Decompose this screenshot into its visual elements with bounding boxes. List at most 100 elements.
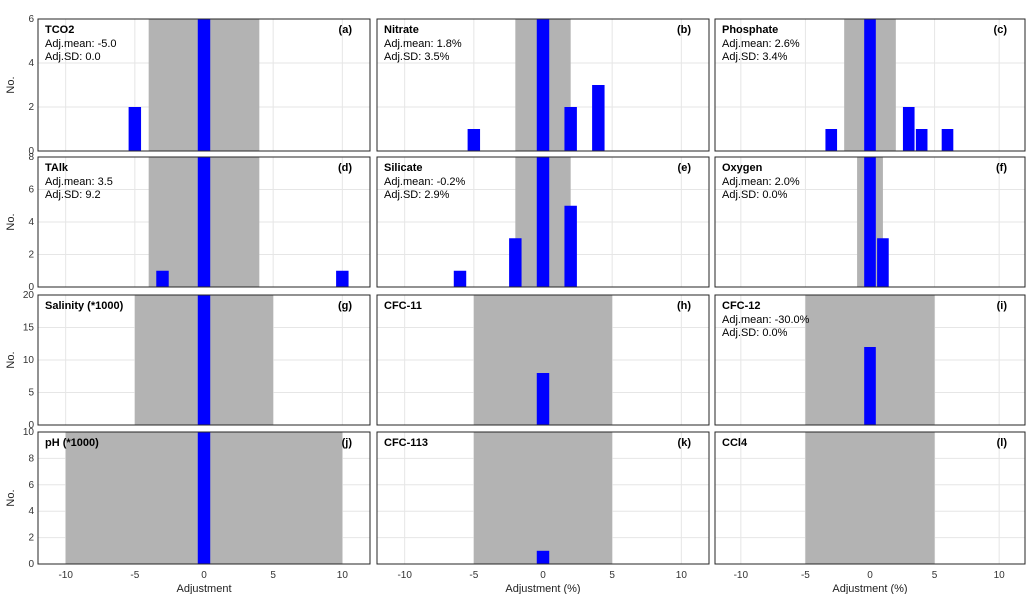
- panel-g-ylabel: No.: [5, 351, 17, 368]
- panel-l-xtick-label: 5: [932, 570, 938, 581]
- panel-k-bar: [536, 550, 550, 564]
- panel-a-bar: [197, 19, 211, 151]
- panel-l-xtick-label: -5: [801, 570, 810, 581]
- panel-j-frame: [37, 431, 371, 565]
- panel-f-stat: Adj.SD: 0.0%: [722, 189, 788, 201]
- panel-c-frame: [714, 18, 1026, 152]
- panel-g-ytick-label: 15: [23, 323, 35, 334]
- panel-e-label: (e): [678, 162, 692, 174]
- panel-d-ytick-label: 6: [28, 185, 34, 196]
- panel-j-ytick-label: 10: [23, 427, 35, 438]
- panel-e-bar: [453, 270, 467, 287]
- panel-c-title: Phosphate: [722, 24, 778, 36]
- panel-c-stat: Adj.SD: 3.4%: [722, 51, 788, 63]
- panel-j-ytick-label: 6: [28, 480, 34, 491]
- panel-d-title: TAlk: [45, 162, 69, 174]
- panel-l-frame: [714, 431, 1026, 565]
- panel-k-xtick-label: -10: [397, 570, 412, 581]
- panel-e-title: Silicate: [384, 162, 423, 174]
- panel-j-ytick-label: 4: [28, 506, 34, 517]
- panel-a-ytick-label: 4: [28, 58, 34, 69]
- panel-g-label: (g): [338, 300, 352, 312]
- panel-e-bar: [536, 157, 550, 287]
- panel-i-label: (i): [997, 300, 1008, 312]
- panel-b-bar: [592, 85, 605, 151]
- panel-c-bar: [902, 107, 915, 151]
- panel-k-xtick-label: 0: [540, 570, 546, 581]
- panel-d-stat: Adj.mean: 3.5: [45, 176, 113, 188]
- panel-k-label: (k): [678, 437, 692, 449]
- panel-k-xlabel: Adjustment (%): [505, 583, 580, 594]
- panel-f-bar: [877, 238, 889, 287]
- panel-e-stat: Adj.mean: -0.2%: [384, 176, 466, 188]
- panel-i-frame: [714, 294, 1026, 426]
- panel-d-bar: [197, 157, 211, 287]
- panel-b-frame: [376, 18, 710, 152]
- panel-i-bar: [864, 347, 876, 425]
- panel-g-title: Salinity (*1000): [45, 300, 124, 312]
- panel-b-stat: Adj.SD: 3.5%: [384, 51, 450, 63]
- panel-j-ytick-label: 0: [28, 559, 34, 570]
- panel-f-label: (f): [996, 162, 1007, 174]
- panel-j-xtick-label: -5: [130, 570, 139, 581]
- panel-b-bar: [467, 129, 481, 151]
- panel-c-bar: [864, 19, 876, 151]
- panel-a-stat: Adj.SD: 0.0: [45, 51, 101, 63]
- panel-h-frame: [376, 294, 710, 426]
- panel-d-stat: Adj.SD: 9.2: [45, 189, 101, 201]
- panel-j-ytick-label: 2: [28, 533, 34, 544]
- panel-l-label: (l): [997, 437, 1008, 449]
- panel-i-title: CFC-12: [722, 300, 761, 312]
- panel-k-xtick-label: 5: [609, 570, 615, 581]
- panel-j-label: (j): [342, 437, 353, 449]
- panel-e-stat: Adj.SD: 2.9%: [384, 189, 450, 201]
- panel-c-bar: [825, 129, 838, 151]
- panel-c-bar: [915, 129, 928, 151]
- panel-d-ytick-label: 4: [28, 217, 34, 228]
- panel-k-frame: [376, 431, 710, 565]
- panel-c-stat: Adj.mean: 2.6%: [722, 38, 800, 50]
- panel-b-bar: [536, 19, 550, 151]
- panel-j-xtick-label: -10: [58, 570, 73, 581]
- panel-j-title: pH (*1000): [45, 437, 99, 449]
- panel-g-ytick-label: 0: [28, 420, 34, 431]
- panel-i-stat: Adj.mean: -30.0%: [722, 314, 810, 326]
- panel-a-bar: [128, 107, 142, 151]
- panel-d-bar: [336, 270, 349, 287]
- panel-b-stat: Adj.mean: 1.8%: [384, 38, 462, 50]
- panel-j-xtick-label: 5: [270, 570, 276, 581]
- panel-a-ytick-label: 2: [28, 102, 34, 113]
- panel-d-ytick-label: 2: [28, 250, 34, 261]
- panel-e-frame: [376, 156, 710, 288]
- panel-l-band: [805, 432, 935, 564]
- panel-b-label: (b): [677, 24, 691, 36]
- panel-g-ytick-label: 10: [23, 355, 35, 366]
- panel-h-title: CFC-11: [384, 300, 422, 312]
- panel-g-frame: [37, 294, 371, 426]
- panel-l-xtick-label: 0: [867, 570, 873, 581]
- panel-a-frame: [37, 18, 371, 152]
- panel-f-bar: [864, 157, 876, 287]
- panel-f-title: Oxygen: [722, 162, 763, 174]
- panel-d-label: (d): [338, 162, 352, 174]
- panel-l-xlabel: Adjustment (%): [832, 583, 907, 594]
- panel-d-ytick-label: 8: [28, 152, 34, 163]
- panel-a-ylabel: No.: [5, 76, 17, 93]
- panel-b-title: Nitrate: [384, 24, 419, 36]
- panel-d-frame: [37, 156, 371, 288]
- panel-a-label: (a): [339, 24, 353, 36]
- panel-g-ytick-label: 5: [28, 388, 34, 399]
- panel-d-ylabel: No.: [5, 213, 17, 230]
- panel-h-label: (h): [677, 300, 691, 312]
- panel-k-band: [473, 432, 613, 564]
- panel-l-xtick-label: 10: [994, 570, 1006, 581]
- panel-d-ytick-label: 0: [28, 282, 34, 293]
- panel-j-xtick-label: 0: [201, 570, 207, 581]
- panel-l-xtick-label: -10: [734, 570, 749, 581]
- panel-j-ytick-label: 8: [28, 453, 34, 464]
- panel-k-title: CFC-113: [384, 437, 428, 449]
- panel-b-bar: [564, 107, 577, 151]
- panel-a-title: TCO2: [45, 24, 74, 36]
- panel-k-xtick-label: -5: [469, 570, 478, 581]
- panel-a-ytick-label: 0: [28, 146, 34, 157]
